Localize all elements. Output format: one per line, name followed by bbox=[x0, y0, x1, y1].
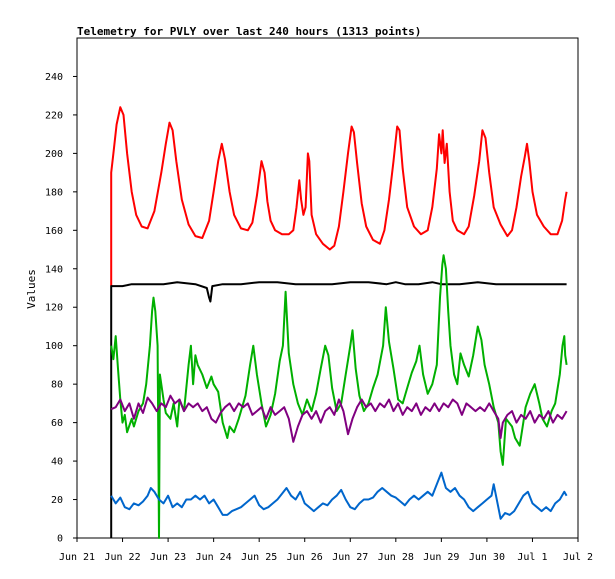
series-line-4 bbox=[110, 394, 568, 443]
y-tick-label: 220 bbox=[45, 110, 63, 121]
x-tick-label: Jun 28 bbox=[378, 552, 414, 563]
y-tick-label: 0 bbox=[57, 534, 63, 545]
x-axis: Jun 21 Jun 22 Jun 23 Jun 24 Jun 25 Jun 26 Jun … bbox=[59, 538, 593, 563]
series-line-1 bbox=[110, 106, 568, 287]
x-tick-label: Jun 22 bbox=[104, 552, 140, 563]
y-tick-label: 200 bbox=[45, 149, 63, 160]
x-tick-label: Jun 21 bbox=[59, 552, 95, 563]
y-tick-label: 120 bbox=[45, 303, 63, 314]
y-tick-label: 80 bbox=[51, 380, 63, 391]
x-tick-label: Jul 2 bbox=[563, 552, 593, 563]
x-tick-label: Jul 1 bbox=[517, 552, 547, 563]
y-tick-label: 20 bbox=[51, 495, 63, 506]
x-tick-label: Jun 26 bbox=[287, 552, 323, 563]
y-axis: 0 20 40 60 80 100 120 140 160 180 200 220 240 bbox=[45, 72, 77, 545]
plot-area bbox=[76, 37, 579, 539]
y-tick-label: 180 bbox=[45, 187, 63, 198]
chart-title: Telemetry for PVLY over last 240 hours (… bbox=[77, 25, 421, 38]
x-tick-label: Jun 24 bbox=[196, 552, 232, 563]
y-tick-label: 240 bbox=[45, 72, 63, 83]
y-tick-label: 160 bbox=[45, 226, 63, 237]
y-tick-label: 60 bbox=[51, 418, 63, 429]
x-tick-label: Jun 29 bbox=[423, 552, 459, 563]
y-tick-label: 140 bbox=[45, 264, 63, 275]
x-tick-label: Jun 25 bbox=[241, 552, 277, 563]
series-line-5 bbox=[110, 471, 568, 520]
y-tick-label: 100 bbox=[45, 341, 63, 352]
series-group bbox=[110, 106, 568, 539]
x-tick-label: Jun 27 bbox=[332, 552, 368, 563]
series-line-3 bbox=[110, 254, 568, 539]
x-tick-label: Jun 23 bbox=[150, 552, 186, 563]
y-tick-label: 40 bbox=[51, 457, 63, 468]
y-axis-label: Values bbox=[25, 269, 38, 309]
series-line-2 bbox=[110, 281, 567, 538]
x-tick-label: Jun 30 bbox=[469, 552, 505, 563]
